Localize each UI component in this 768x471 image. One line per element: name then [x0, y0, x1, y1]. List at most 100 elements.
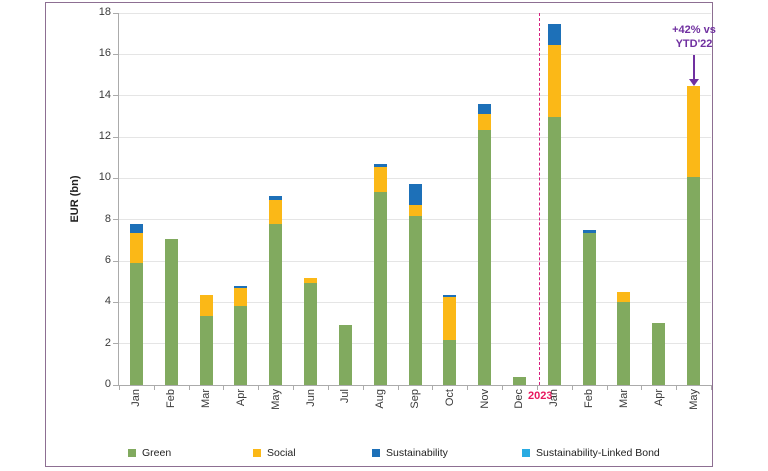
y-axis-tick-label: 14 — [98, 88, 111, 101]
x-axis-label-feb-2023: Feb — [583, 389, 596, 408]
x-axis-tick — [293, 385, 295, 390]
annotation-arrow-icon — [693, 55, 695, 79]
y-axis-tick-label: 12 — [98, 130, 111, 142]
x-axis-label-aug-2022: Aug — [374, 389, 387, 409]
legend-swatch-icon — [372, 449, 380, 457]
x-axis-label-apr-2023: Apr — [652, 389, 665, 407]
y-axis-tick — [113, 12, 119, 14]
x-axis-tick — [536, 385, 538, 390]
annotation-line2: YTD'22 — [675, 38, 713, 50]
x-axis-tick — [362, 385, 364, 390]
bar-sep-2022 — [408, 183, 422, 385]
bar-segment-sustainability — [582, 230, 596, 234]
bar-segment-green — [652, 323, 666, 385]
annotation-text: +42% vs YTD'22 — [654, 23, 734, 51]
bar-segment-sustainability — [269, 195, 283, 201]
bar-segment-sustainability — [478, 103, 492, 115]
x-axis-tick — [606, 385, 608, 390]
bar-segment-green — [164, 239, 178, 385]
x-axis-label-oct-2022: Oct — [443, 389, 456, 407]
y-axis-tick-label: 18 — [98, 6, 111, 18]
bar-may-2023 — [687, 86, 701, 385]
bar-segment-green — [687, 177, 701, 385]
bar-jun-2022 — [304, 277, 318, 385]
bar-apr-2022 — [234, 285, 248, 385]
bar-segment-sustainability — [373, 163, 387, 167]
legend-swatch-icon — [253, 449, 261, 457]
bar-segment-social — [617, 292, 631, 303]
bar-jan-2023 — [547, 24, 561, 385]
x-axis-label-jan-2022: Jan — [130, 389, 143, 407]
bar-segment-green — [617, 302, 631, 385]
x-axis-tick — [188, 385, 190, 390]
x-axis-tick — [327, 385, 329, 390]
annotation-line1: +42% vs — [672, 24, 716, 36]
x-axis-tick — [258, 385, 260, 390]
y-axis-tick-label: 2 — [104, 336, 111, 349]
y-axis-tick — [113, 95, 119, 97]
bar-segment-social — [687, 86, 701, 178]
gridline — [119, 136, 711, 138]
x-axis-label-feb-2022: Feb — [165, 389, 178, 408]
bar-segment-green — [269, 223, 283, 385]
bar-segment-sustainability — [129, 223, 143, 234]
bar-segment-social — [373, 166, 387, 192]
gridline — [119, 53, 711, 55]
gridline — [119, 12, 711, 14]
y-axis-tick — [113, 177, 119, 179]
bar-jul-2022 — [338, 325, 352, 385]
bar-segment-green — [338, 325, 352, 385]
bar-segment-social — [199, 295, 213, 316]
y-axis-tick-label: 4 — [104, 295, 111, 308]
bar-segment-green — [582, 233, 596, 385]
bar-mar-2023 — [617, 292, 631, 385]
y-axis-tick-label: 0 — [104, 378, 111, 390]
x-axis-tick — [676, 385, 678, 390]
x-axis-tick — [467, 385, 469, 390]
bar-segment-social — [408, 205, 422, 216]
x-axis-tick — [153, 385, 155, 390]
x-axis-label-mar-2023: Mar — [617, 389, 630, 408]
bar-segment-sustainability — [547, 24, 561, 46]
y-axis-tick-label: 16 — [98, 47, 111, 60]
legend: Green Social Sustainability Sustainability-… — [46, 447, 712, 463]
y-axis-tick-label: 8 — [104, 212, 111, 225]
y-axis-tick — [113, 219, 119, 221]
x-axis-tick — [711, 385, 712, 390]
chart-frame: EUR (bn) 2023 +42% vs YTD'22 0 2 4 6 8 10 12 14… — [45, 2, 716, 467]
bar-oct-2022 — [443, 295, 457, 385]
bar-segment-green — [129, 263, 143, 385]
bar-segment-sustainability — [234, 285, 248, 288]
x-axis-label-may-2023: May — [687, 389, 700, 410]
x-axis-tick — [119, 385, 120, 390]
x-axis-label-may-2022: May — [269, 389, 282, 410]
legend-item-sustainability: Sustainability — [372, 447, 448, 459]
legend-label: Sustainability — [386, 447, 448, 459]
x-axis-tick — [641, 385, 643, 390]
bar-segment-social — [269, 200, 283, 224]
x-axis-tick — [223, 385, 225, 390]
x-axis-tick — [571, 385, 573, 390]
year-separator-line — [538, 13, 540, 385]
bar-segment-green — [478, 129, 492, 385]
x-axis-label-jun-2022: Jun — [304, 389, 317, 407]
legend-item-sustainability-linked-bond: Sustainability-Linked Bond — [522, 447, 660, 459]
x-axis-label-sep-2022: Sep — [409, 389, 421, 409]
bar-feb-2023 — [582, 230, 596, 385]
x-axis-label-jan-2023: Jan — [548, 389, 561, 407]
bar-dec-2022 — [512, 376, 526, 385]
bar-segment-green — [304, 282, 318, 385]
y-axis-tick-label: 10 — [98, 171, 111, 184]
legend-label: Sustainability-Linked Bond — [536, 447, 660, 459]
x-axis-tick — [397, 385, 399, 390]
bar-may-2022 — [269, 195, 283, 385]
legend-swatch-icon — [522, 449, 530, 457]
bar-segment-social — [234, 287, 248, 307]
y-axis-tick — [113, 343, 119, 345]
y-axis-tick — [113, 384, 119, 386]
bar-segment-green — [373, 191, 387, 385]
bar-segment-green — [547, 117, 561, 385]
bar-aug-2022 — [373, 163, 387, 385]
y-axis-tick-label: 6 — [104, 254, 111, 266]
bar-segment-social — [547, 45, 561, 118]
